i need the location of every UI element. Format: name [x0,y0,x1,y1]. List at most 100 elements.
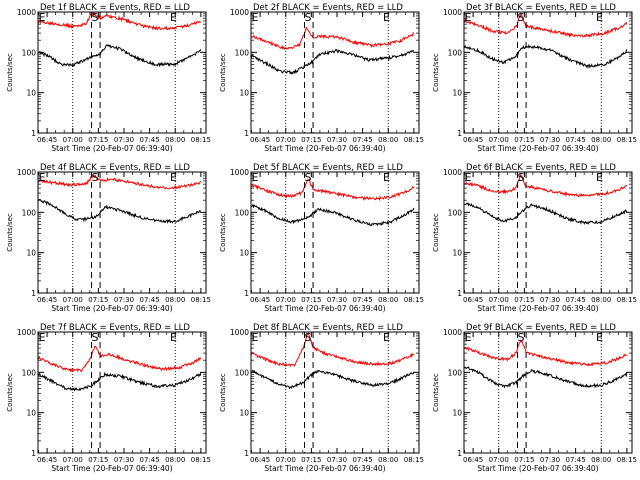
plot-frame [250,11,420,134]
y-tick-label: 10 [452,249,462,258]
marker-label-e2: E [596,11,603,24]
x-tick-label: 07:45 [140,136,160,144]
x-tick-label: 07:30 [327,296,347,304]
x-tick-label: 08:15 [617,456,637,464]
x-tick-label: 08:00 [378,456,398,464]
x-tick-label: 08:15 [191,456,211,464]
x-tick-label: 06:45 [250,456,270,464]
x-tick-label: 07:00 [276,296,296,304]
x-tick-label: 07:00 [489,456,509,464]
x-tick-label: 06:45 [463,456,483,464]
x-tick-label: 07:15 [301,136,321,144]
y-tick-label: 100 [235,368,250,377]
x-axis-label: Start Time (20-Feb-07 06:39:40) [264,304,385,313]
marker-label-e2: E [596,331,603,344]
x-tick-label: 07:15 [514,296,534,304]
y-tick-label: 100 [235,48,250,57]
y-tick-label: 1000 [443,168,462,177]
x-tick-label: 07:45 [566,296,586,304]
x-tick-label: 07:45 [140,296,160,304]
series-line-red [464,340,628,367]
x-tick-label: 06:45 [37,136,57,144]
x-tick-label: 07:15 [514,456,534,464]
y-tick-label: 1000 [443,8,462,17]
x-axis-label: Start Time (20-Feb-07 06:39:40) [264,144,385,153]
marker-label-e2: E [383,331,390,344]
x-tick-label: 08:00 [165,296,185,304]
x-tick-label: 07:00 [63,296,83,304]
series-line-red [38,345,202,373]
series-line-black [38,199,202,225]
x-tick-label: 07:45 [566,456,586,464]
marker-label-e1: E [39,11,46,24]
x-tick-label: 07:15 [88,136,108,144]
x-tick-label: 07:15 [301,296,321,304]
y-axis-label: Counts/sec [6,213,14,252]
x-tick-label: 08:00 [378,136,398,144]
y-tick-label: 10 [26,89,36,98]
x-tick-label: 07:30 [540,456,560,464]
x-tick-label: 07:15 [88,456,108,464]
plot-frame [37,171,207,294]
series-line-black [251,369,415,390]
x-tick-label: 07:45 [353,296,373,304]
y-axis-label: Counts/sec [432,213,440,252]
y-tick-label: 10 [239,249,249,258]
x-tick-label: 07:45 [566,136,586,144]
x-tick-label: 08:00 [591,456,611,464]
x-tick-label: 08:00 [591,136,611,144]
x-axis-label: Start Time (20-Feb-07 06:39:40) [51,144,172,153]
y-tick-label: 10 [239,409,249,418]
y-tick-label: 1000 [230,8,249,17]
x-tick-label: 07:30 [540,296,560,304]
x-tick-label: 07:30 [327,136,347,144]
x-axis-label: Start Time (20-Feb-07 06:39:40) [51,464,172,473]
panel-title: Det 3f BLACK = Events, RED = LLD [466,3,616,13]
x-axis-label: Start Time (20-Feb-07 06:39:40) [477,144,598,153]
y-tick-label: 1000 [230,168,249,177]
panel-title: Det 9f BLACK = Events, RED = LLD [466,323,616,333]
series-line-red [251,331,415,368]
series-line-red [464,173,628,198]
series-line-black [464,366,628,389]
y-axis-label: Counts/sec [219,53,227,92]
y-tick-label: 100 [448,48,463,57]
x-tick-label: 08:00 [165,136,185,144]
series-line-black [464,202,628,225]
series-line-red [251,26,415,50]
marker-label-e1: E [39,331,46,344]
marker-label-s: S [91,171,98,184]
y-axis-label: Counts/sec [432,373,440,412]
y-tick-label: 10 [239,89,249,98]
series-line-black [464,44,628,70]
panel-title: Det 4f BLACK = Events, RED = LLD [40,163,190,173]
marker-label-e1: E [252,171,259,184]
y-tick-label: 1000 [17,8,36,17]
x-tick-label: 07:45 [353,136,373,144]
x-tick-label: 08:15 [617,136,637,144]
y-tick-label: 1 [457,289,462,298]
series-line-red [38,11,202,31]
x-tick-label: 08:00 [591,296,611,304]
panel-title: Det 5f BLACK = Events, RED = LLD [253,163,403,173]
y-tick-label: 100 [448,368,463,377]
x-tick-label: 08:00 [165,456,185,464]
marker-label-e2: E [170,11,177,24]
y-tick-label: 1 [31,289,36,298]
y-tick-label: 1 [244,289,249,298]
marker-label-s: S [517,11,524,24]
marker-label-s: S [304,11,311,24]
plot-frame [463,11,633,134]
series-line-black [38,371,202,392]
y-axis-label: Counts/sec [219,373,227,412]
y-axis-label: Counts/sec [219,213,227,252]
y-tick-label: 100 [448,208,463,217]
x-tick-label: 06:45 [250,296,270,304]
